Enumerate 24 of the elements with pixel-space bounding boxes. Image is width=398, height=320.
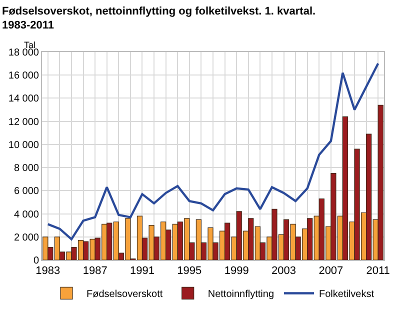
y-tick-label: 6 000 — [14, 186, 40, 198]
legend-label: Nettoinnflytting — [208, 289, 274, 300]
x-tick-label: 1995 — [177, 265, 202, 278]
y-tick-label: 18 000 — [8, 48, 40, 58]
x-tick-label: 2011 — [366, 265, 390, 278]
x-tick-label: 1983 — [36, 265, 60, 278]
x-tick-label: 1991 — [130, 265, 154, 278]
x-tick-label: 1999 — [224, 265, 249, 278]
y-tick-label: 10 000 — [8, 140, 40, 151]
y-tick-label: 8 000 — [14, 163, 40, 174]
y-tick-label: 0 — [33, 256, 40, 266]
x-tick-label: 1987 — [82, 265, 108, 278]
y-tick-label: 14 000 — [8, 94, 40, 105]
legend-label: Folketilvekst — [319, 289, 374, 300]
y-tick-label: 4 000 — [14, 209, 40, 220]
x-tick-label: 2003 — [272, 265, 296, 278]
chart-title: Fødselsoverskot, nettoinnflytting og folketilvekst. 1. kvartal. 1983-2011 — [2, 5, 316, 32]
y-tick-label: 12 000 — [8, 116, 40, 128]
y-tick-label: 16 000 — [8, 70, 40, 82]
line-series — [46, 62, 380, 240]
y-axis-title: Tal — [24, 40, 36, 50]
legend-label: Fødselsoverskott — [86, 289, 163, 300]
y-tick-label: 2 000 — [14, 232, 40, 244]
x-tick-label: 2007 — [318, 265, 344, 278]
